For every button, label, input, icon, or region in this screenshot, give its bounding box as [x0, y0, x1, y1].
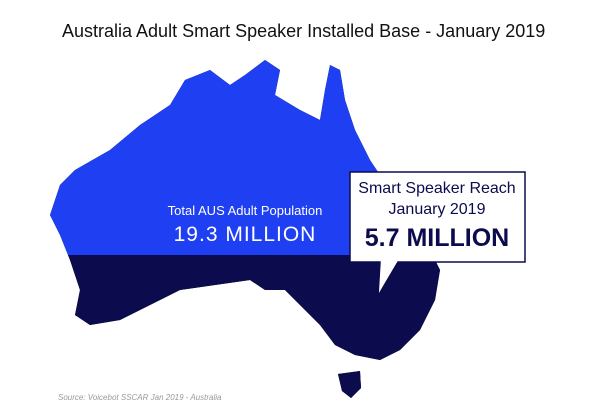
population-value: 19.3 MILLION [174, 223, 317, 246]
callout-line2: January 2019 [389, 201, 486, 218]
callout-value: 5.7 MILLION [365, 224, 509, 252]
title: Australia Adult Smart Speaker Installed … [62, 21, 545, 41]
callout-line1: Smart Speaker Reach [358, 180, 515, 197]
callout-box [349, 171, 526, 297]
population-label: Total AUS Adult Population [168, 203, 323, 218]
map [50, 60, 440, 398]
source: Source: Voicebot SSCAR Jan 2019 - Austra… [58, 393, 222, 402]
